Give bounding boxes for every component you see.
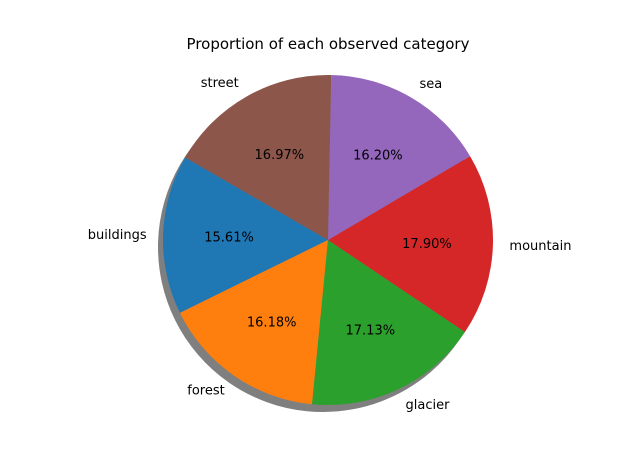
pct-mountain: 17.90% [402, 237, 452, 252]
pie-percent-labels: 15.61% 16.18% 17.13% 17.90% 16.20% 16.97% [204, 148, 451, 339]
chart-title: Proportion of each observed category [187, 35, 470, 53]
slice-glacier [312, 240, 465, 406]
pie-labels: buildings forest glacier mountain sea street [88, 76, 572, 413]
label-mountain: mountain [509, 239, 571, 254]
pct-buildings: 15.61% [204, 231, 254, 246]
pct-street: 16.97% [255, 148, 305, 163]
pct-glacier: 17.13% [346, 324, 396, 339]
slice-street [185, 75, 332, 240]
label-buildings: buildings [88, 228, 147, 243]
label-sea: sea [419, 77, 442, 92]
label-street: street [201, 76, 239, 91]
pct-forest: 16.18% [247, 315, 297, 330]
label-forest: forest [187, 383, 224, 398]
label-glacier: glacier [406, 398, 451, 413]
slice-sea [328, 75, 471, 240]
pie-slices [162, 75, 493, 406]
pct-sea: 16.20% [353, 148, 403, 163]
slice-buildings [162, 157, 328, 313]
slice-mountain [328, 156, 493, 332]
slice-forest [179, 240, 328, 405]
